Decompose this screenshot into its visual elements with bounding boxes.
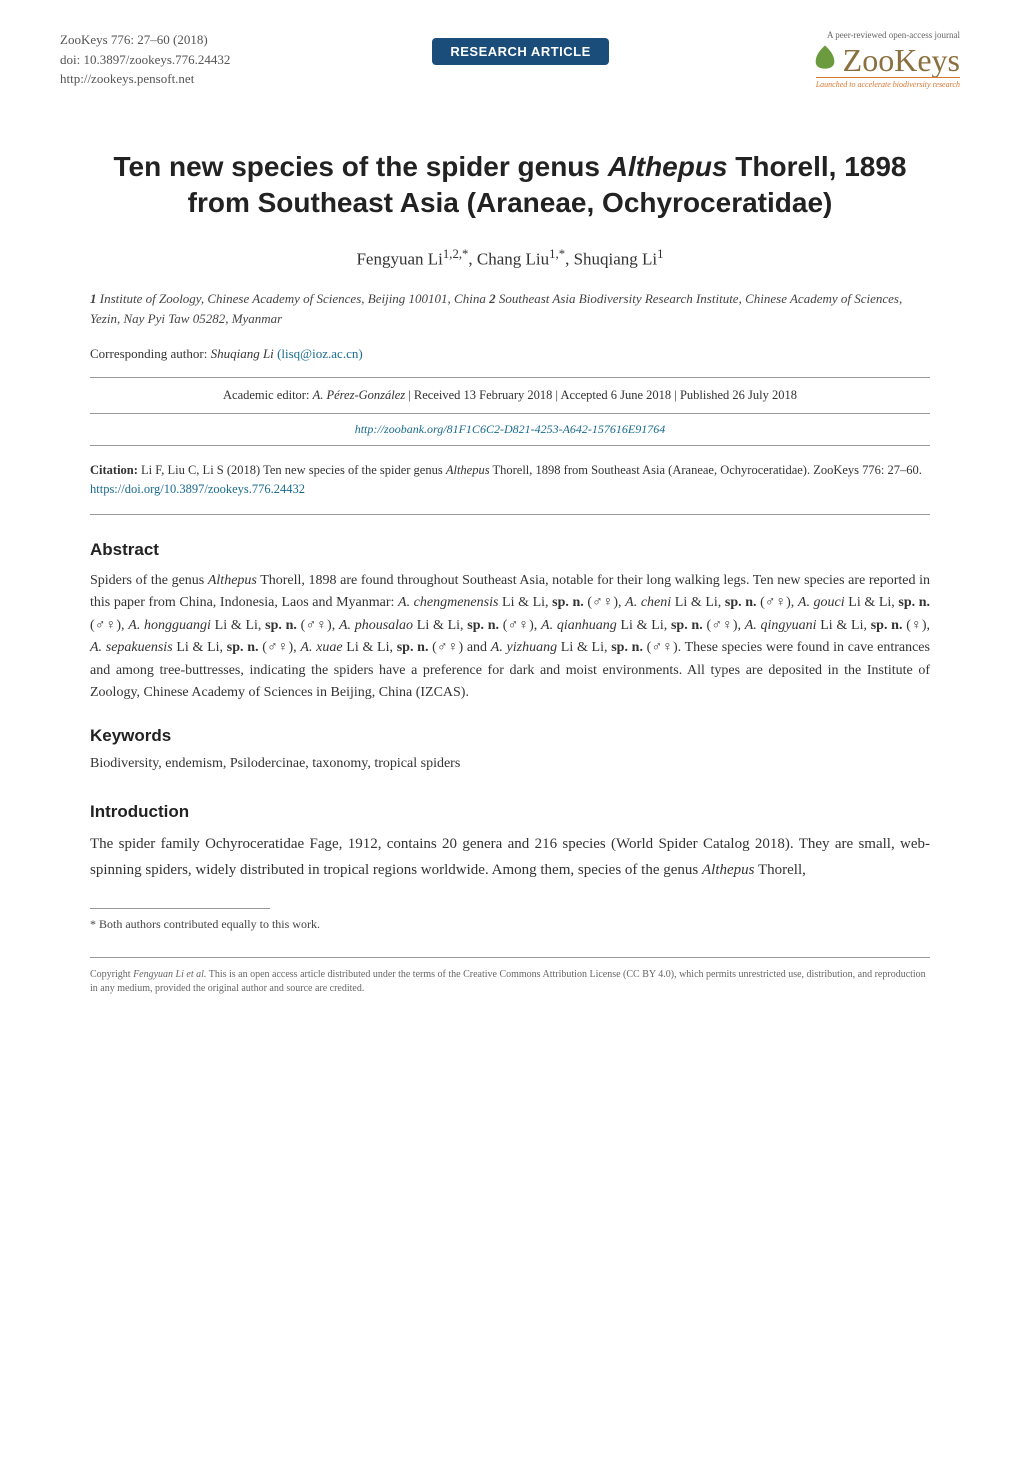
corresponding-author: Corresponding author: Shuqiang Li (lisq@…	[90, 346, 930, 362]
journal-doi: doi: 10.3897/zookeys.776.24432	[60, 50, 230, 70]
journal-citation: ZooKeys 776: 27–60 (2018)	[60, 30, 230, 50]
abstract-text: Spiders of the genus Althepus Thorell, 1…	[90, 570, 930, 704]
affiliations: 1 Institute of Zoology, Chinese Academy …	[90, 289, 930, 328]
footnote-separator	[90, 908, 270, 909]
journal-logo: A peer-reviewed open-access journal ZooK…	[811, 30, 960, 89]
editorial-info: Academic editor: A. Pérez-González | Rec…	[90, 377, 930, 414]
keywords-heading: Keywords	[90, 726, 930, 746]
journal-info: ZooKeys 776: 27–60 (2018) doi: 10.3897/z…	[60, 30, 230, 89]
footnote: * Both authors contributed equally to th…	[90, 917, 930, 932]
citation: Citation: Li F, Liu C, Li S (2018) Ten n…	[90, 461, 930, 515]
corresponding-email[interactable]: (lisq@ioz.ac.cn)	[277, 346, 363, 361]
logo-tagline-top: A peer-reviewed open-access journal	[827, 30, 960, 40]
abstract-heading: Abstract	[90, 540, 930, 560]
article-type-badge: RESEARCH ARTICLE	[432, 38, 608, 65]
introduction-heading: Introduction	[90, 802, 930, 822]
introduction-text: The spider family Ochyroceratidae Fage, …	[90, 832, 930, 883]
leaf-icon	[811, 43, 839, 79]
article-title: Ten new species of the spider genus Alth…	[90, 149, 930, 222]
journal-url[interactable]: http://zookeys.pensoft.net	[60, 69, 230, 89]
copyright: Copyright Fengyuan Li et al. This is an …	[90, 957, 930, 996]
keywords-text: Biodiversity, endemism, Psilodercinae, t…	[90, 756, 930, 772]
logo-text: ZooKeys	[843, 42, 960, 79]
authors: Fengyuan Li1,2,*, Chang Liu1,*, Shuqiang…	[90, 247, 930, 270]
zoobank-link[interactable]: http://zoobank.org/81F1C6C2-D821-4253-A6…	[90, 414, 930, 446]
corresponding-name: Shuqiang Li	[211, 346, 274, 361]
header-bar: ZooKeys 776: 27–60 (2018) doi: 10.3897/z…	[0, 0, 1020, 109]
logo-main: ZooKeys	[811, 42, 960, 79]
corresponding-label: Corresponding author:	[90, 346, 207, 361]
article-content: Ten new species of the spider genus Alth…	[0, 109, 1020, 1036]
logo-tagline-bottom: Launched to accelerate biodiversity rese…	[816, 77, 960, 89]
